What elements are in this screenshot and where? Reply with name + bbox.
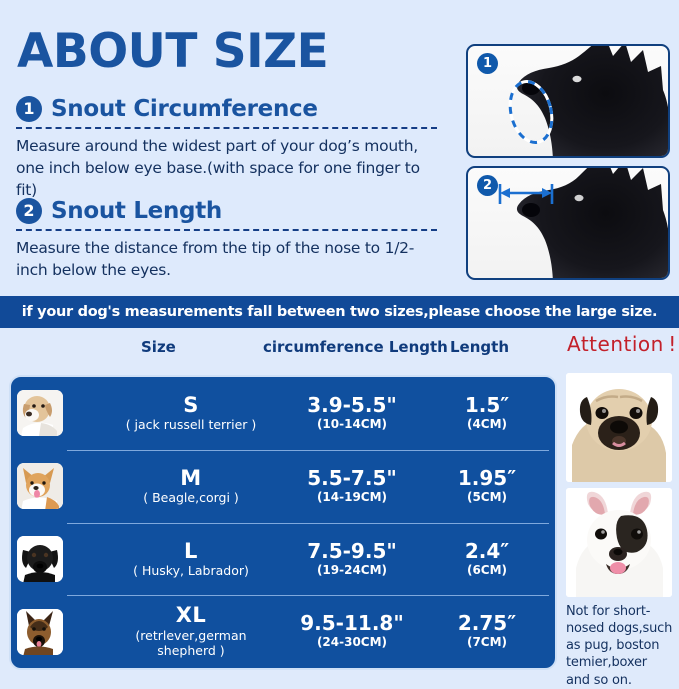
circumference-cm: (19-24CM): [316, 562, 388, 577]
length-inches: 2.75″: [457, 611, 517, 636]
step-number-badge-1: 1: [16, 96, 42, 122]
length-cm: (4CM): [466, 417, 508, 432]
circumference-cm: (10-14CM): [316, 417, 388, 432]
table-row: XL (retrlever,german shepherd ) 9.5-11.8…: [11, 595, 555, 668]
cell-size: M ( Beagle,corgi ): [111, 467, 271, 506]
illustration-panel-1: 1: [466, 44, 670, 158]
step-header: 2 Snout Length: [16, 198, 441, 224]
divider-dashed: [16, 229, 437, 231]
circumference-inches: 7.5-9.5": [307, 538, 397, 563]
length-cm: (7CM): [466, 635, 508, 650]
illustration-panels: 1: [466, 44, 670, 288]
cell-circumference: 9.5-11.8" (24-30CM): [276, 611, 428, 650]
size-label: M: [180, 465, 202, 490]
table-header-row: Size circumference Length Length Attenti…: [0, 328, 679, 368]
instructions-section: ABOUT SIZE 1 Snout Circumference Measure…: [0, 0, 679, 296]
table-row: M ( Beagle,corgi ) 5.5-7.5" (14-19CM) 1.…: [11, 449, 555, 523]
step-title-1: Snout Circumference: [51, 96, 318, 122]
length-cm: (6CM): [466, 562, 508, 577]
circumference-inches: 3.9-5.5": [307, 393, 397, 418]
panel-number-badge-1: 1: [477, 53, 498, 74]
dog-thumbnail-s: [17, 390, 63, 437]
divider-dashed: [16, 127, 437, 129]
column-header-length: Length: [450, 338, 509, 356]
dog-thumbnail-l: [17, 535, 63, 582]
attention-note: Not for short-nosed dogs,such as pug, bo…: [566, 604, 673, 688]
length-measure-arrow-icon: [498, 184, 554, 204]
dog-thumbnail-xl: [17, 608, 63, 655]
cell-size: XL (retrlever,german shepherd ): [111, 604, 271, 658]
circumference-inches: 9.5-11.8": [300, 611, 404, 636]
cell-size: L ( Husky, Labrador): [111, 538, 271, 579]
length-cm: (5CM): [466, 489, 508, 504]
column-header-attention: Attention !!!: [567, 332, 679, 356]
length-inches: 1.95″: [457, 465, 517, 490]
circumference-cm: (14-19CM): [316, 489, 388, 504]
cell-length: 1.95″ (5CM): [431, 465, 543, 504]
page-title: ABOUT SIZE: [17, 24, 329, 79]
breed-label: ( jack russell terrier ): [125, 417, 257, 433]
dog-thumbnail-m: [17, 463, 63, 510]
length-inches: 2.4″: [464, 538, 510, 563]
circumference-inches: 5.5-7.5": [307, 465, 397, 490]
table-row: S ( jack russell terrier ) 3.9-5.5" (10-…: [11, 377, 555, 450]
circumference-loop-icon: [508, 80, 554, 144]
circumference-cm: (24-30CM): [316, 635, 388, 650]
cell-length: 1.5″ (4CM): [431, 393, 543, 432]
cell-size: S ( jack russell terrier ): [111, 394, 271, 433]
attention-column: Not for short-nosed dogs,such as pug, bo…: [566, 373, 674, 689]
panel-number-badge-2: 2: [477, 175, 498, 196]
cell-length: 2.4″ (6CM): [431, 538, 543, 577]
pug-photo: [566, 373, 672, 482]
breed-label: ( Husky, Labrador): [133, 562, 249, 578]
step-header: 1 Snout Circumference: [16, 96, 441, 122]
cell-circumference: 3.9-5.5" (10-14CM): [276, 393, 428, 432]
step-description-1: Measure around the widest part of your d…: [16, 137, 420, 199]
step-number-badge-2: 2: [16, 198, 42, 224]
cell-circumference: 5.5-7.5" (14-19CM): [276, 465, 428, 504]
size-label: XL: [175, 603, 207, 628]
cell-length: 2.75″ (7CM): [431, 611, 543, 650]
step-snout-length: 2 Snout Length Measure the distance from…: [16, 198, 441, 281]
length-inches: 1.5″: [464, 393, 510, 418]
column-header-circumference: circumference Length: [263, 338, 448, 356]
size-label: L: [184, 538, 198, 563]
dog-silhouette-icon: [516, 168, 668, 278]
table-row: L ( Husky, Labrador) 7.5-9.5" (19-24CM) …: [11, 522, 555, 596]
step-description-2: Measure the distance from the tip of the…: [16, 239, 415, 279]
size-table: S ( jack russell terrier ) 3.9-5.5" (10-…: [9, 375, 557, 670]
cell-circumference: 7.5-9.5" (19-24CM): [276, 538, 428, 577]
column-header-size: Size: [141, 338, 176, 356]
illustration-panel-2: 2: [466, 166, 670, 280]
step-snout-circumference: 1 Snout Circumference Measure around the…: [16, 96, 441, 201]
size-advice-banner: if your dog's measurements fall between …: [0, 296, 679, 328]
breed-label: ( Beagle,corgi ): [143, 489, 239, 505]
french-bulldog-photo: [566, 488, 672, 597]
banner-text: if your dog's measurements fall between …: [21, 304, 658, 320]
breed-label: (retrlever,german shepherd ): [135, 627, 247, 659]
step-title-2: Snout Length: [51, 198, 222, 224]
size-label: S: [183, 393, 199, 418]
